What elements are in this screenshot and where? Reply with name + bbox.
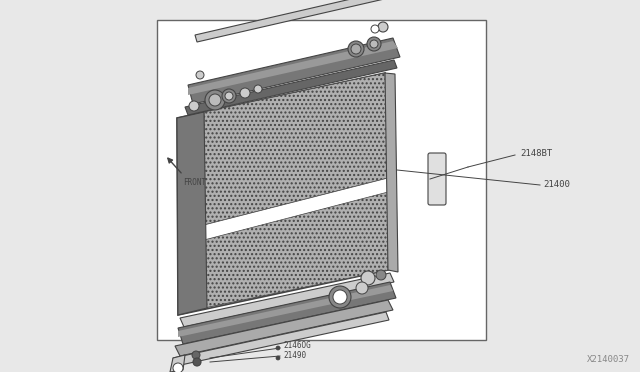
Circle shape [276,356,280,360]
Text: 21490: 21490 [283,352,306,360]
Circle shape [193,358,201,366]
Polygon shape [204,73,388,225]
Polygon shape [178,285,393,337]
Polygon shape [385,73,398,272]
Polygon shape [175,300,393,356]
Circle shape [209,94,221,106]
Polygon shape [178,282,396,344]
Circle shape [351,44,361,54]
Circle shape [356,282,368,294]
Circle shape [222,89,236,103]
FancyBboxPatch shape [428,153,446,205]
Polygon shape [188,38,400,104]
Circle shape [329,286,351,308]
Polygon shape [177,73,388,315]
Circle shape [192,351,200,359]
Polygon shape [177,112,207,315]
Circle shape [205,90,225,110]
Circle shape [333,290,347,304]
Circle shape [254,85,262,93]
Polygon shape [204,192,388,308]
Polygon shape [173,312,389,366]
Circle shape [361,271,375,285]
Text: 21400: 21400 [543,180,570,189]
Circle shape [240,88,250,98]
Polygon shape [185,60,397,115]
Circle shape [367,37,381,51]
Circle shape [225,92,233,100]
Bar [157,20,486,340]
Polygon shape [170,355,185,372]
Text: X2140037: X2140037 [587,355,630,364]
Polygon shape [204,178,388,308]
Circle shape [376,270,386,280]
Circle shape [370,40,378,48]
Polygon shape [188,41,398,95]
Text: FRONT: FRONT [183,178,206,187]
Polygon shape [195,0,393,42]
Circle shape [378,22,388,32]
Text: 2146OG: 2146OG [283,340,311,350]
Circle shape [196,71,204,79]
Polygon shape [180,273,394,327]
Circle shape [189,101,199,111]
Text: 2148BT: 2148BT [520,148,552,157]
Circle shape [348,41,364,57]
Circle shape [173,363,183,372]
Circle shape [371,25,379,33]
Circle shape [276,346,280,350]
